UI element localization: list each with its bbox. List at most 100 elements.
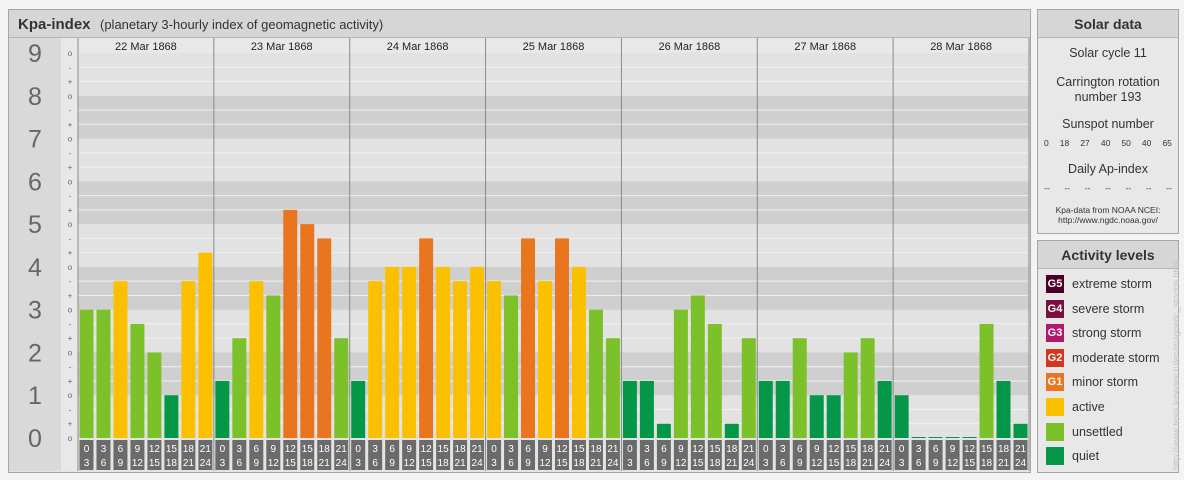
hour-start-label: 21 [607,444,619,455]
kpa-bar [487,281,502,438]
kpa-bar [843,352,858,438]
chart-title-bar: Kpa-index (planetary 3-hourly index of g… [9,10,1030,38]
date-header [78,38,1029,53]
hour-start-label: 15 [302,444,314,455]
hour-box [826,440,841,470]
hour-end-label: 18 [845,458,857,469]
day-label: 26 Mar 1868 [658,41,720,53]
y-sub-tick: o [68,49,73,58]
legend-swatch [1046,398,1064,416]
hour-box [79,440,94,470]
kpa-bar [673,309,688,438]
hour-start-label: 18 [862,444,874,455]
ap-value: -- [1105,183,1111,193]
hour-box [792,440,807,470]
y-sub-tick: + [68,334,73,343]
y-sub-tick: - [69,106,72,115]
hour-box [351,440,366,470]
kpa-bar [402,266,417,438]
y-band [78,53,1029,96]
hour-box [147,440,162,470]
legend-label: severe storm [1072,301,1145,316]
legend-swatch: G2 [1046,348,1064,367]
hour-box [215,440,230,470]
legend-swatch [1046,422,1064,441]
legend-swatch: G5 [1046,275,1064,293]
activity-levels-title: Activity levels [1038,241,1178,269]
day-label: 24 Mar 1868 [387,41,449,53]
hour-end-label: 9 [933,458,939,469]
hour-start-label: 21 [336,444,348,455]
kpa-bar [317,238,332,438]
hour-start-label: 0 [220,444,226,455]
credit-line1: Kpa-data from NOAA NCEI: [1055,205,1161,215]
kpa-bar [368,281,383,438]
hour-start-label: 6 [389,444,395,455]
ap-value: -- [1145,183,1152,193]
hour-start-label: 6 [118,444,124,455]
legend-label: unsettled [1072,424,1123,439]
legend-swatch: G1 [1046,373,1064,392]
kpa-bar [334,338,349,438]
hour-end-label: 12 [675,458,687,469]
hour-box [1013,440,1028,470]
y-sub-tick: o [68,348,73,357]
ap-value: -- [1166,183,1172,193]
hour-box [334,440,349,470]
hour-start-label: 15 [981,444,993,455]
hour-start-label: 9 [271,444,277,455]
hour-box [656,440,671,470]
hour-start-label: 6 [254,444,260,455]
hour-box [588,440,603,470]
hour-start-label: 3 [916,444,922,455]
hour-box [300,440,315,470]
hour-start-label: 21 [472,444,484,455]
kpa-bar [911,437,926,438]
kpa-bar [198,252,213,438]
hour-start-label: 12 [964,444,976,455]
kpa-bar [385,266,400,438]
hour-end-label: 24 [472,458,484,469]
hour-box [894,440,909,470]
hour-box [181,440,196,470]
hour-box [639,440,654,470]
hour-end-label: 6 [101,458,107,469]
hour-start-label: 0 [763,444,769,455]
y-sub-tick: + [68,291,73,300]
hour-start-label: 3 [644,444,650,455]
hour-box [809,440,824,470]
hour-start-label: 9 [678,444,684,455]
hour-start-label: 15 [166,444,178,455]
chart-subtitle: (planetary 3-hourly index of geomagnetic… [100,17,384,32]
hour-box [843,440,858,470]
hour-end-label: 3 [627,458,633,469]
kpa-bar [419,238,434,438]
hour-start-label: 15 [845,444,857,455]
kpa-bar [113,281,128,438]
kpa-bar [741,338,756,438]
hour-end-label: 18 [166,458,178,469]
hour-start-label: 15 [573,444,585,455]
y-band [78,266,1029,310]
kpa-bar [504,295,519,438]
y-sub-tick: - [69,63,72,72]
y-sub-tick: o [68,177,73,186]
kpa-bar [588,309,603,438]
hour-box [911,440,926,470]
hour-box [928,440,943,470]
y-sub-tick: - [69,192,72,201]
hour-box [249,440,264,470]
y-sub-tick: + [68,420,73,429]
hour-end-label: 21 [183,458,195,469]
hour-end-label: 3 [84,458,90,469]
hour-start-label: 9 [406,444,412,455]
hour-end-label: 3 [899,458,905,469]
y-tick-label: 1 [28,382,42,410]
hour-start-label: 12 [692,444,704,455]
kpa-bar [707,323,722,438]
hour-end-label: 18 [981,458,993,469]
hour-box [758,440,773,470]
hour-end-label: 15 [828,458,840,469]
hour-box [317,440,332,470]
kpa-bar [877,380,892,438]
